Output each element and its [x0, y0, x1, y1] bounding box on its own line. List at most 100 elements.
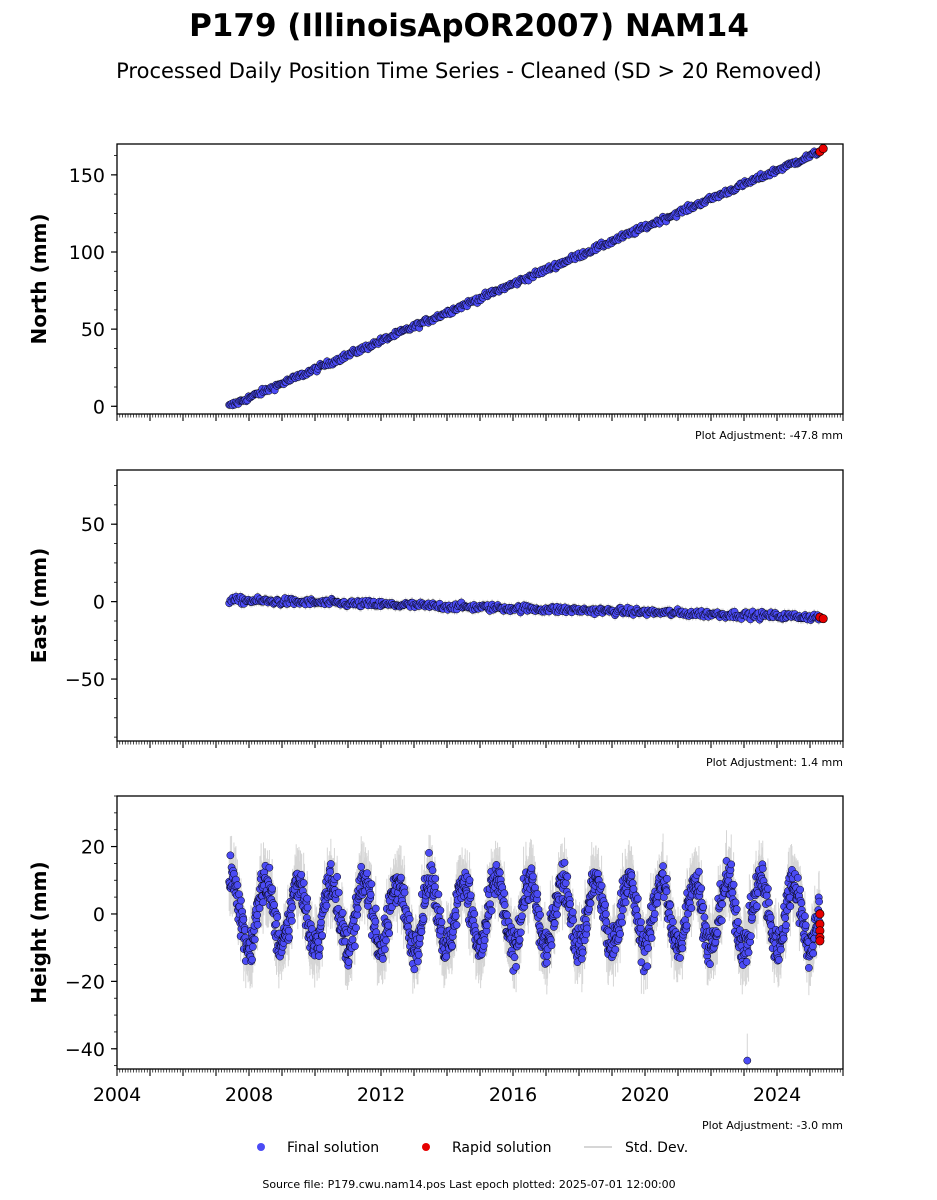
panel-1: 0 50 100 150 North (mm) Plot Adjustment: -47.… [27, 143, 844, 442]
data-layer [225, 830, 825, 1069]
panel-2: −50 0 50 East (mm) Plot Adjustment: 1.4 mm [27, 469, 844, 769]
final-point [371, 917, 380, 926]
final-point [233, 881, 242, 889]
plot-adjustment-label: Plot Adjustment: -47.8 mm [695, 429, 843, 442]
panel-frame [116, 143, 844, 415]
final-point [299, 879, 308, 887]
final-point [352, 924, 360, 932]
final-points [225, 849, 824, 1065]
final-point [510, 953, 519, 962]
final-point [297, 870, 306, 879]
final-point [259, 898, 267, 907]
final-point [226, 851, 235, 860]
final-point [419, 915, 428, 923]
final-point [351, 942, 359, 951]
final-point [265, 863, 274, 872]
final-point [480, 936, 489, 944]
final-point [239, 915, 248, 924]
final-point [322, 901, 331, 910]
final-point [500, 889, 509, 898]
final-point [414, 950, 423, 959]
final-point [315, 944, 324, 953]
final-point [288, 917, 296, 925]
final-point [344, 958, 353, 966]
final-point [483, 921, 491, 930]
final-point [333, 872, 342, 881]
final-point [410, 965, 419, 974]
final-point [487, 906, 496, 915]
final-point [363, 869, 371, 878]
final-point [425, 849, 433, 857]
final-point [334, 888, 343, 897]
final-point [515, 935, 524, 944]
final-point [452, 921, 461, 929]
final-point [465, 876, 474, 884]
y-axis-label: East (mm) [27, 548, 51, 664]
chart-subtitle: Processed Daily Position Time Series - C… [116, 59, 822, 83]
final-point [496, 868, 504, 877]
y-tick-label: 150 [69, 165, 105, 187]
final-points [225, 147, 824, 410]
final-point [303, 894, 312, 903]
final-point [466, 891, 475, 900]
final-point [268, 884, 277, 893]
final-point [237, 896, 245, 905]
final-point [518, 912, 526, 921]
final-point [431, 874, 440, 883]
final-point [400, 888, 409, 897]
final-point [248, 955, 256, 964]
y-tick-label: 0 [93, 592, 105, 614]
final-point [382, 936, 390, 945]
y-tick-label: −50 [65, 669, 105, 691]
final-point [542, 958, 551, 967]
final-points [225, 592, 824, 624]
final-point [503, 911, 511, 919]
final-point [285, 933, 293, 942]
final-point [543, 951, 552, 960]
panels: 0 50 100 150 North (mm) Plot Adjustment: -47.… [27, 143, 844, 1132]
final-point [303, 903, 312, 912]
final-point [385, 929, 394, 938]
final-point [428, 866, 437, 875]
final-point [357, 862, 366, 871]
final-point [255, 904, 264, 913]
final-point [270, 901, 278, 909]
data-layer [225, 144, 828, 410]
final-point [371, 904, 380, 913]
final-point [529, 872, 537, 881]
final-point [327, 860, 335, 868]
final-point [533, 890, 542, 898]
final-point [338, 909, 347, 917]
final-point [442, 952, 451, 961]
final-point [318, 931, 327, 940]
rapid-points [815, 612, 828, 624]
y-tick-label: 50 [81, 319, 105, 341]
final-point [348, 935, 357, 944]
final-point [451, 912, 460, 920]
final-point [367, 880, 376, 888]
final-point [434, 890, 443, 899]
plot-adjustment-label: Plot Adjustment: 1.4 mm [706, 756, 843, 769]
final-point [253, 911, 262, 919]
final-point [414, 957, 422, 966]
final-point [288, 903, 297, 912]
final-point [492, 861, 501, 869]
rapid-point [818, 614, 828, 624]
chart-title: P179 (IllinoisApOR2007) NAM14 [189, 8, 749, 44]
final-point [384, 921, 393, 930]
final-point [353, 904, 362, 913]
final-point [272, 920, 280, 928]
final-point [253, 920, 262, 929]
final-point [405, 915, 414, 923]
final-point [448, 942, 457, 950]
y-tick-label: 50 [81, 514, 105, 536]
final-point [379, 955, 387, 963]
y-tick-label: 100 [69, 242, 105, 264]
final-point [366, 890, 375, 899]
final-point [397, 873, 405, 882]
final-point [315, 952, 323, 960]
final-point [436, 906, 445, 915]
rapid-point [818, 144, 828, 154]
final-point [273, 913, 282, 922]
final-point [250, 935, 259, 944]
